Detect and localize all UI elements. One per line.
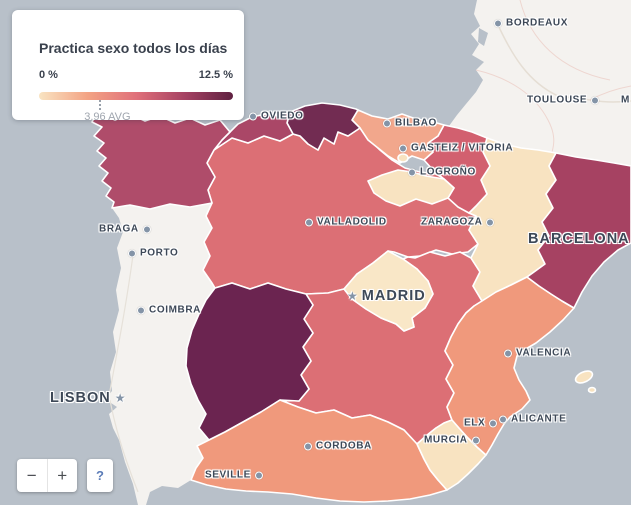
legend-min-label: 0 % (39, 69, 58, 81)
zoom-in-button[interactable]: + (57, 465, 68, 485)
zoom-control: − + (17, 459, 77, 492)
legend-max-label: 12.5 % (198, 69, 233, 81)
legend-title: Practica sexo todos los días (39, 40, 228, 56)
region-trevino-enclave[interactable] (397, 153, 409, 163)
legend-avg-marker (99, 100, 102, 110)
region-cataluna[interactable] (526, 152, 631, 309)
portugal-road (108, 254, 139, 493)
arcachon-lagoon (478, 28, 488, 46)
region-la-rioja[interactable] (367, 169, 455, 207)
legend-bar-wrap: 3.96 AVG (39, 92, 233, 123)
legend-avg-label: 3.96 AVG (84, 111, 131, 123)
region-cantabria[interactable] (286, 102, 361, 151)
choropleth-regions (91, 102, 631, 503)
region-madrid[interactable] (343, 250, 434, 332)
france-border-line (475, 69, 555, 153)
region-galicia[interactable] (91, 111, 231, 210)
france-land (449, 0, 631, 166)
legend-inner: Practica sexo todos los días 0 % 12.5 % … (12, 10, 244, 123)
region-comunidad-valenciana[interactable] (444, 276, 575, 456)
legend-scale-row: 0 % 12.5 % (39, 69, 233, 81)
neutral-lands (105, 0, 631, 505)
zoom-out-button[interactable]: − (17, 459, 48, 492)
portugal-land (105, 203, 215, 505)
region-baleares[interactable] (574, 369, 597, 394)
region-pais-vasco[interactable] (351, 109, 445, 164)
help-button[interactable]: ? (87, 459, 113, 492)
legend-gradient-bar (39, 92, 233, 100)
france-road (497, 24, 631, 103)
legend-card: Practica sexo todos los días 0 % 12.5 % … (12, 10, 244, 123)
